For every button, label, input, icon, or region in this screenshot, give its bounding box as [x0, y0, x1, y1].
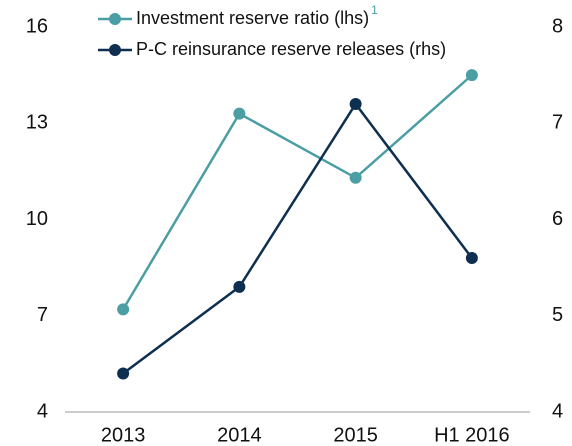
x-tick-label: 2014: [217, 424, 262, 446]
series-line: [122, 101, 473, 375]
y-tick-label: 4: [37, 400, 48, 422]
y2-tick-label: 5: [552, 304, 563, 326]
y2-tick-label: 4: [552, 400, 563, 422]
point: [117, 303, 130, 316]
y2-tick-label: 6: [552, 208, 563, 230]
y-tick-label: 10: [26, 208, 48, 230]
y-tick-label: 13: [26, 112, 48, 134]
legend-marker: [109, 44, 121, 56]
y2-tick-label: 7: [552, 112, 563, 134]
point: [349, 98, 362, 110]
point: [233, 107, 246, 120]
legend-label: P-C reinsurance reserve releases (rhs): [136, 39, 446, 59]
series-line: [122, 74, 473, 310]
point: [349, 171, 362, 184]
point: [233, 280, 246, 293]
legend-footnote: 1: [371, 3, 378, 17]
y-tick-label: 16: [26, 15, 48, 37]
legend-label: Investment reserve ratio (lhs): [136, 8, 369, 28]
legend-marker: [109, 13, 121, 25]
x-tick-label: 2013: [101, 424, 146, 446]
y-tick-label: 7: [37, 304, 48, 326]
x-tick-label: 2015: [333, 424, 378, 446]
x-tick-label: H1 2016: [434, 424, 510, 446]
y2-tick-label: 8: [552, 15, 563, 37]
point: [465, 69, 478, 82]
point: [465, 252, 478, 264]
point: [117, 367, 130, 380]
